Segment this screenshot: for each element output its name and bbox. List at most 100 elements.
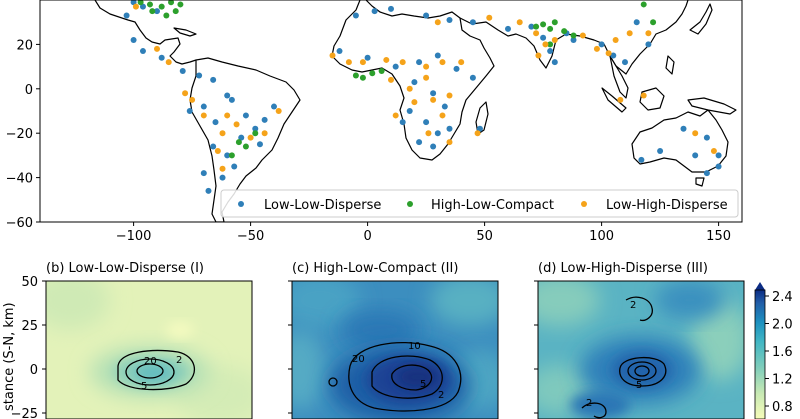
contour-2: [117, 349, 196, 391]
coast-madagascar: [475, 101, 489, 135]
point-low-low-disperse: [364, 54, 371, 61]
point-low-high-disperse: [533, 30, 540, 37]
coast-malay: [609, 55, 629, 99]
point-high-low-compact: [163, 12, 170, 19]
y-tick-label: −60: [6, 216, 33, 231]
point-low-high-disperse: [345, 59, 352, 66]
x-tick-label: −100: [116, 229, 152, 244]
point-low-high-disperse: [710, 147, 717, 154]
point-low-low-disperse: [528, 23, 535, 30]
legend-label-high-low-compact: High-Low-Compact: [431, 198, 554, 213]
point-low-low-disperse: [441, 103, 448, 110]
y-tick-label: −40: [6, 172, 33, 187]
point-low-low-disperse: [446, 125, 453, 132]
contour-label-10: 10: [408, 341, 421, 352]
point-low-high-disperse: [486, 14, 493, 21]
point-low-low-disperse: [430, 90, 437, 97]
contour-5: [125, 358, 175, 386]
point-low-low-disperse: [416, 59, 423, 66]
contour-5: [627, 361, 657, 381]
point-high-low-compact: [177, 1, 184, 8]
point-low-low-disperse: [703, 134, 710, 141]
colorbar-tick-label: 0.8: [772, 400, 793, 415]
point-low-high-disperse: [182, 90, 189, 97]
map-panel: −100 −50 0 50 100 150 200−20−40−60 Low-Low-Di…: [6, 0, 766, 244]
point-low-high-disperse: [612, 36, 619, 43]
point-low-low-disperse: [238, 134, 245, 141]
coast-newzealand: [754, 150, 766, 172]
point-low-low-disperse: [423, 119, 430, 126]
point-low-low-disperse: [645, 41, 652, 48]
point-low-high-disperse: [388, 76, 394, 83]
panel-b-y-axis: 50 25 0 −25: [11, 275, 46, 419]
coast-sumatra: [601, 87, 627, 113]
point-low-high-disperse: [233, 121, 240, 128]
panel-b-frame: [45, 280, 253, 419]
point-low-low-disperse: [638, 156, 645, 163]
point-low-low-disperse: [205, 187, 212, 194]
point-low-low-disperse: [633, 19, 640, 26]
x-tick-label: 0: [363, 229, 371, 244]
point-low-low-disperse: [715, 152, 722, 159]
colorbar-extend-arrow: [755, 282, 765, 290]
point-low-low-disperse: [179, 68, 186, 75]
point-high-low-compact: [137, 0, 144, 6]
point-low-low-disperse: [186, 108, 193, 114]
point-low-low-disperse: [622, 59, 628, 66]
coast-europe-africa: [331, 0, 495, 161]
point-low-low-disperse: [271, 103, 277, 110]
point-low-low-disperse: [352, 12, 359, 19]
point-low-high-disperse: [275, 108, 282, 114]
point-low-high-disperse: [474, 130, 481, 137]
legend-marker-low-low-disperse: [238, 201, 244, 207]
point-low-high-disperse: [434, 19, 441, 26]
point-low-low-disperse: [446, 16, 453, 23]
colorbar-ticks: 2.4 2.0 1.6 1.2 0.8: [765, 290, 793, 415]
point-low-low-disperse: [411, 79, 418, 86]
point-low-high-disperse: [446, 92, 453, 99]
colorbar-gradient: [755, 290, 765, 419]
contour-label-2: 2: [176, 355, 182, 366]
point-high-low-compact: [547, 25, 554, 32]
panel-b-heatmap: 20 5 2: [46, 281, 252, 419]
y-tick-label: −20: [6, 127, 33, 142]
point-low-low-disperse: [371, 8, 378, 15]
colorbar-tick-label: 2.4: [772, 290, 793, 305]
point-low-low-disperse: [196, 72, 203, 79]
point-low-low-disperse: [406, 108, 413, 114]
point-high-low-compact: [369, 70, 376, 77]
y-tick-label: −25: [11, 407, 38, 419]
legend-marker-high-low-compact: [407, 201, 413, 207]
point-low-low-disperse: [261, 116, 268, 123]
point-high-low-compact: [359, 74, 366, 81]
contour-label-2: 2: [438, 390, 444, 401]
map-y-axis: 20 0 −20 −40 −60: [6, 38, 40, 231]
contour-label-5: 5: [141, 381, 147, 392]
point-low-low-disperse: [224, 152, 231, 159]
contour-10: [634, 365, 650, 377]
point-low-high-disperse: [247, 134, 254, 141]
point-low-low-disperse: [505, 25, 511, 32]
contour-20: [136, 363, 164, 379]
point-low-low-disperse: [598, 41, 605, 48]
point-low-low-disperse: [228, 96, 235, 103]
point-low-high-disperse: [640, 92, 647, 99]
point-high-low-compact: [540, 21, 547, 28]
point-low-low-disperse: [200, 103, 207, 110]
point-low-high-disperse: [423, 63, 430, 70]
point-high-low-compact: [640, 1, 647, 8]
coast-tasmania: [695, 177, 705, 187]
point-high-low-compact: [235, 139, 242, 146]
point-low-high-disperse: [392, 112, 399, 119]
panel-b-ylabel: stance (S-N, km): [2, 302, 17, 411]
panel-d-frame: [537, 280, 745, 419]
point-low-high-disperse: [383, 56, 390, 63]
legend: Low-Low-Disperse High-Low-Compact Low-Hi…: [220, 189, 739, 218]
panel-c-title: (c) High-Low-Compact (II): [292, 261, 458, 276]
coast-newguinea: [687, 97, 737, 115]
contour-label-2-top: 2: [630, 300, 636, 311]
contour-label-2-bottom: 2: [586, 398, 592, 409]
point-low-high-disperse: [439, 59, 446, 66]
point-low-low-disperse: [434, 52, 441, 59]
contour-2: [348, 341, 462, 412]
